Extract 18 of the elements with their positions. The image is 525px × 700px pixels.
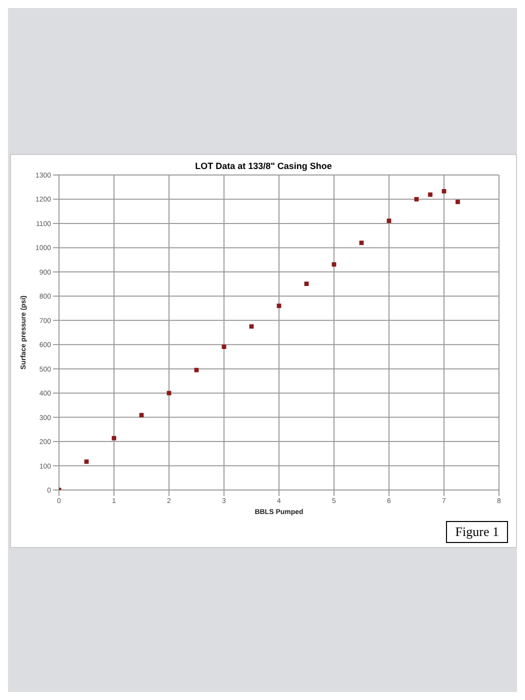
- point: [276, 304, 282, 308]
- point: [414, 197, 419, 202]
- point: [359, 240, 364, 246]
- chart-title: LOT Data at 133/8" Casing Shoe: [194, 161, 333, 171]
- point: [249, 324, 254, 329]
- point: [139, 412, 144, 418]
- point: [386, 218, 392, 223]
- point: [428, 192, 432, 197]
- point: [194, 368, 199, 372]
- point: [222, 344, 226, 349]
- point: [332, 262, 336, 267]
- point: [112, 436, 116, 440]
- point: [442, 189, 446, 194]
- point: [456, 200, 460, 204]
- caption: Figure 1: [446, 521, 508, 543]
- point: [304, 282, 309, 286]
- point: [84, 459, 89, 464]
- point: [166, 390, 172, 396]
